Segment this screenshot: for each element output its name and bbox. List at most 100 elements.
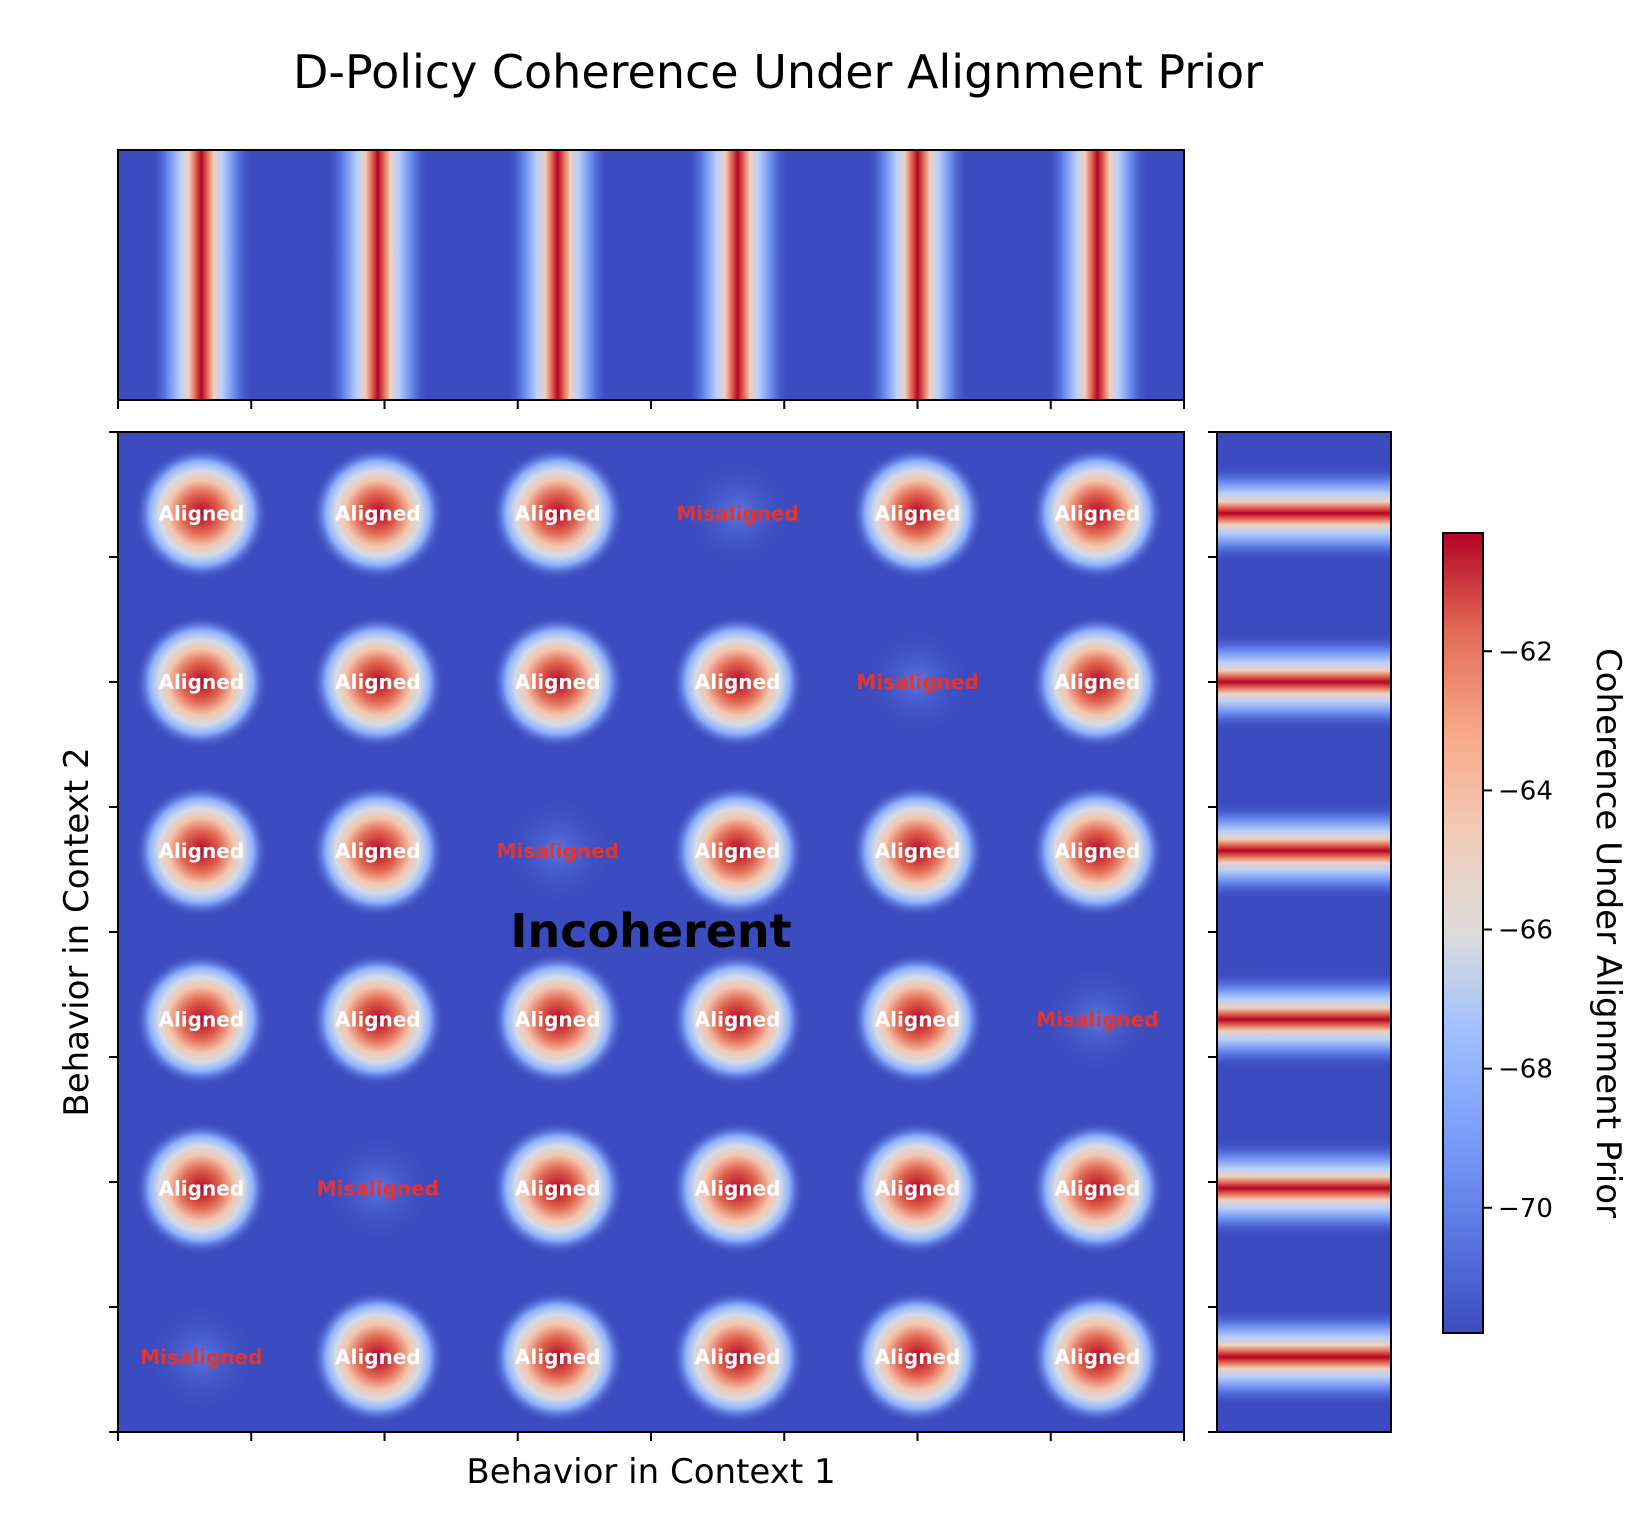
- colorbar-tick-label-2: −66: [1498, 916, 1553, 946]
- cell-label-r3-c2: Aligned: [335, 839, 421, 863]
- heatmap-peak-r3-c2: [311, 784, 445, 918]
- main-heatmap-cell-labels: Aligned Aligned Aligned Misaligned Aligned Al…: [140, 501, 1158, 1369]
- cell-label-r3-c1: Aligned: [158, 839, 244, 863]
- top-marginal-band-5: [865, 150, 970, 400]
- cell-label-r4-c3: Aligned: [515, 1008, 601, 1032]
- heatmap-peak-r2-c3: [491, 615, 625, 749]
- heatmap-peak-r6-c3: [491, 1290, 625, 1424]
- heatmap-peak-r1-c6: [1030, 446, 1165, 580]
- cell-label-r2-c6: Aligned: [1055, 670, 1141, 694]
- colorbar-ticks: −62 −64 −66 −68 −70: [1483, 637, 1553, 1224]
- colorbar-tick-label-0: −62: [1498, 637, 1553, 667]
- heatmap-peak-r4-c5: [850, 952, 985, 1087]
- cell-label-r4-c2: Aligned: [335, 1008, 421, 1032]
- chart-title: D-Policy Coherence Under Alignment Prior: [293, 45, 1263, 99]
- cell-label-r3-c5: Aligned: [875, 839, 961, 863]
- heatmap-peak-r1-c4: [680, 456, 795, 570]
- top-marginal-band-4: [685, 150, 790, 400]
- right-marginal-panel: [1208, 431, 1392, 1433]
- heatmap-peak-r3-c4: [670, 784, 805, 918]
- heatmap-peak-r4-c3: [491, 952, 625, 1087]
- cell-label-r6-c5: Aligned: [875, 1345, 961, 1369]
- cell-label-r6-c6: Aligned: [1055, 1345, 1141, 1369]
- colorbar-label: Coherence Under Alignment Prior: [1588, 648, 1628, 1218]
- right-marginal-bands: [1217, 464, 1391, 1406]
- top-marginal-band-1: [149, 150, 254, 400]
- y-axis-label: Behavior in Context 2: [57, 747, 97, 1116]
- heatmap-peak-r5-c3: [491, 1121, 625, 1255]
- heatmap-peak-r6-c4: [670, 1290, 805, 1424]
- colorbar-gradient: [1442, 532, 1484, 1334]
- heatmap-peak-r6-c1: [144, 1300, 258, 1414]
- top-marginal-panel: [117, 149, 1185, 409]
- heatmap-peak-r6-c5: [850, 1290, 985, 1424]
- right-marginal-band-2: [1217, 1139, 1391, 1237]
- right-marginal-band-6: [1217, 464, 1391, 562]
- heatmap-peak-r3-c1: [134, 784, 268, 918]
- heatmap-peak-r5-c6: [1030, 1121, 1165, 1255]
- cell-label-r5-c6: Aligned: [1055, 1176, 1141, 1200]
- cell-label-r2-c1: Aligned: [158, 670, 244, 694]
- heatmap-peak-r6-c6: [1030, 1290, 1165, 1424]
- heatmap-peak-r2-c5: [860, 625, 975, 739]
- heatmap-peak-r4-c4: [670, 952, 805, 1087]
- incoherent-annotation: Incoherent: [510, 904, 791, 958]
- right-marginal-band-4: [1217, 802, 1391, 900]
- cell-label-r4-c1: Aligned: [158, 1008, 244, 1032]
- heatmap-peak-r4-c2: [311, 952, 445, 1087]
- cell-label-r1-c2: Aligned: [335, 501, 421, 525]
- cell-label-r2-c4: Aligned: [695, 670, 781, 694]
- heatmap-peak-r6-c2: [311, 1290, 445, 1424]
- right-marginal-band-5: [1217, 633, 1391, 731]
- colorbar: −62 −64 −66 −68 −70 Coherence Under Alignmen…: [1442, 532, 1628, 1334]
- heatmap-peak-r2-c6: [1030, 615, 1165, 749]
- cell-label-r4-c5: Aligned: [875, 1008, 961, 1032]
- colorbar-tick-label-1: −64: [1498, 776, 1553, 806]
- cell-label-r1-c6: Aligned: [1055, 501, 1141, 525]
- cell-label-r1-c5: Aligned: [875, 501, 961, 525]
- cell-label-r1-c1: Aligned: [158, 501, 244, 525]
- right-marginal-band-3: [1217, 970, 1391, 1069]
- heatmap-peak-r1-c1: [134, 446, 268, 580]
- cell-label-r6-c2: Aligned: [335, 1345, 421, 1369]
- right-marginal-band-1: [1217, 1308, 1391, 1406]
- top-marginal-background: [118, 150, 1184, 400]
- colorbar-tick-label-3: −68: [1498, 1055, 1553, 1085]
- main-heatmap-ticks: [109, 431, 1185, 1441]
- main-heatmap-panel: Aligned Aligned Aligned Misaligned Aligned Al…: [109, 431, 1185, 1441]
- cell-label-r2-c5: Misaligned: [856, 670, 978, 694]
- cell-label-r2-c2: Aligned: [335, 670, 421, 694]
- heatmap-peak-r1-c2: [311, 446, 445, 580]
- heatmap-peak-r2-c2: [311, 615, 445, 749]
- heatmap-peak-r2-c4: [670, 615, 805, 749]
- top-marginal-band-2: [325, 150, 430, 400]
- heatmap-peak-r1-c3: [491, 446, 625, 580]
- heatmap-peak-r5-c5: [850, 1121, 985, 1255]
- cell-label-r3-c4: Aligned: [695, 839, 781, 863]
- cell-label-r1-c3: Aligned: [515, 501, 601, 525]
- cell-label-r4-c4: Aligned: [695, 1008, 781, 1032]
- heatmap-peak-r5-c1: [134, 1121, 268, 1255]
- heatmap-peak-r4-c6: [1040, 962, 1155, 1077]
- heatmap-peak-r3-c5: [850, 784, 985, 918]
- cell-label-r5-c2: Misaligned: [317, 1176, 439, 1200]
- cell-label-r5-c5: Aligned: [875, 1176, 961, 1200]
- top-marginal-bands: [149, 150, 1150, 400]
- heatmap-peak-r5-c2: [321, 1131, 435, 1245]
- cell-label-r4-c6: Misaligned: [1036, 1008, 1158, 1032]
- cell-label-r2-c3: Aligned: [515, 670, 601, 694]
- top-marginal-ticks: [117, 400, 1185, 409]
- cell-label-r5-c3: Aligned: [515, 1176, 601, 1200]
- heatmap-peak-r3-c3: [501, 794, 615, 908]
- heatmap-peak-r2-c1: [134, 615, 268, 749]
- main-heatmap-peaks: [134, 446, 1165, 1424]
- cell-label-r5-c4: Aligned: [695, 1176, 781, 1200]
- top-marginal-band-6: [1045, 150, 1150, 400]
- cell-label-r5-c1: Aligned: [158, 1176, 244, 1200]
- cell-label-r1-c4: Misaligned: [676, 501, 798, 525]
- heatmap-peak-r3-c6: [1030, 784, 1165, 918]
- right-marginal-ticks: [1208, 431, 1217, 1433]
- cell-label-r3-c6: Aligned: [1055, 839, 1141, 863]
- cell-label-r6-c3: Aligned: [515, 1345, 601, 1369]
